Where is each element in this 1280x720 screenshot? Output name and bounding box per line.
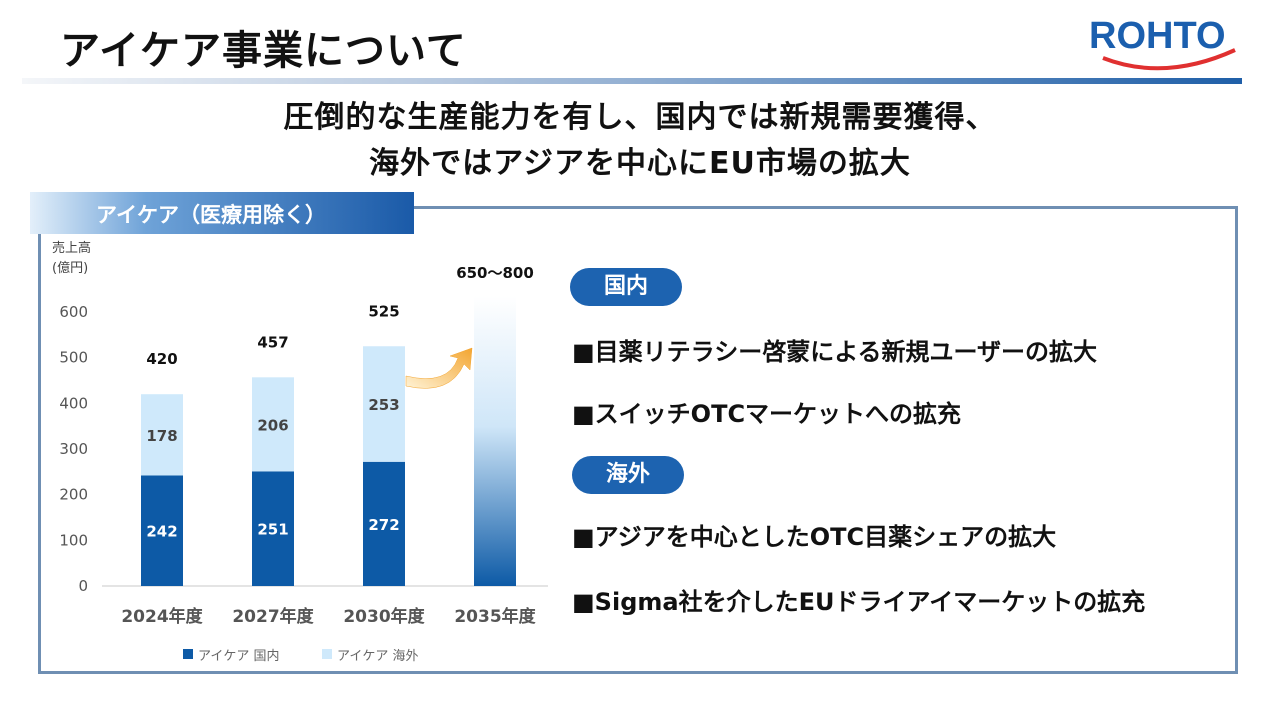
y-tick-label: 200	[59, 486, 88, 504]
bar-overseas	[252, 377, 294, 472]
domestic-bullet: ■目薬リテラシー啓蒙による新規ユーザーの拡大	[572, 338, 1097, 366]
overseas-bullet: ■アジアを中心としたOTC目薬シェアの拡大	[572, 523, 1057, 551]
x-tick-label: 2035年度	[454, 606, 536, 627]
bar-label-domestic: 242	[146, 523, 177, 541]
x-tick-label: 2030年度	[343, 606, 425, 627]
bar-overseas	[141, 394, 183, 476]
title-underline	[22, 78, 1242, 84]
bar-label-domestic: 251	[257, 521, 288, 539]
legend-swatch-domestic	[183, 649, 193, 659]
legend-label-domestic: アイケア 国内	[198, 648, 279, 664]
content-panel	[38, 206, 1238, 674]
bar-total-label: 420	[146, 350, 177, 368]
rohto-logo: ROHTO	[1089, 15, 1236, 71]
y-tick-label: 100	[59, 531, 88, 549]
target-range-label: 650～800	[456, 264, 534, 282]
y-tick-label: 300	[59, 440, 88, 458]
x-tick-label: 2027年度	[232, 606, 314, 627]
y-axis-unit: (億円)	[52, 260, 88, 276]
bar-domestic	[252, 471, 294, 586]
panel-tab-label: アイケア（医療用除く）	[96, 203, 326, 227]
bar-label-overseas: 206	[257, 416, 288, 434]
overseas-bullet: ■Sigma社を介したEUドライアイマーケットの拡充	[572, 588, 1146, 616]
page-title: アイケア事業について	[60, 28, 467, 74]
bar-label-overseas: 178	[146, 427, 177, 445]
headline-line-2: 海外ではアジアを中心にEU市場の拡大	[369, 146, 911, 181]
bar-domestic	[363, 461, 405, 586]
y-tick-label: 500	[59, 349, 88, 367]
growth-arrow	[405, 347, 473, 389]
y-tick-label: 0	[78, 577, 88, 595]
sales-chart: 売上高 (億円) 0 100 200 300 400 500 600 2024年度 242 178 42…	[52, 240, 548, 664]
bar-total-label: 525	[368, 302, 399, 320]
y-axis-title: 売上高	[52, 240, 91, 256]
bar-label-domestic: 272	[368, 516, 399, 534]
legend-label-overseas: アイケア 海外	[337, 649, 418, 664]
domestic-bullet: ■スイッチOTCマーケットへの拡充	[572, 400, 962, 428]
panel-tab	[30, 192, 414, 234]
bar-target-range	[474, 296, 516, 586]
bar-domestic	[141, 475, 183, 586]
y-tick-label: 400	[59, 394, 88, 412]
logo-text: ROHTO	[1089, 15, 1226, 57]
legend-swatch-overseas	[322, 649, 332, 659]
bar-total-label: 457	[257, 333, 288, 351]
x-tick-label: 2024年度	[121, 606, 203, 627]
bar-label-overseas: 253	[368, 396, 399, 414]
domestic-badge: 国内	[570, 268, 682, 306]
y-tick-label: 600	[59, 303, 88, 321]
headline-line-1: 圧倒的な生産能力を有し、国内では新規需要獲得、	[283, 100, 997, 135]
bar-overseas	[363, 346, 405, 462]
overseas-badge: 海外	[572, 456, 684, 494]
